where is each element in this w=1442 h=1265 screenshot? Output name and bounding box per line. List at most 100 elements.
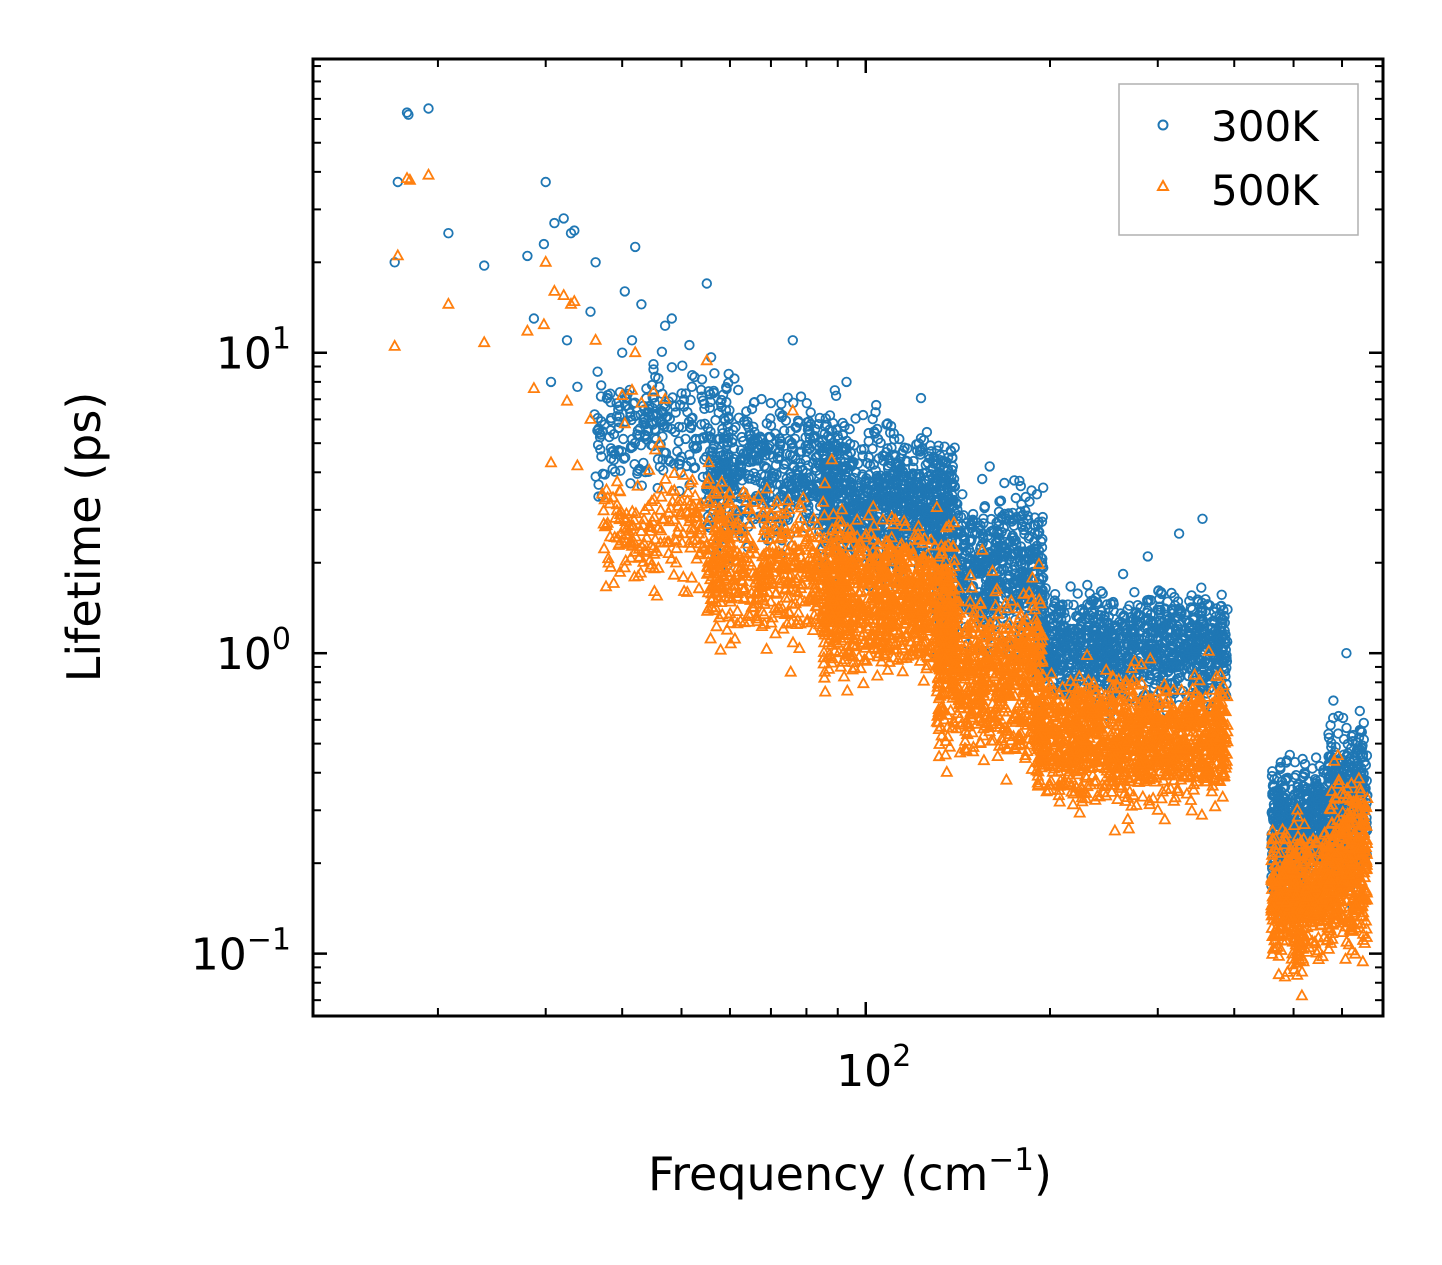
point-300k bbox=[704, 431, 716, 442]
point-300k bbox=[958, 510, 969, 521]
point-300k bbox=[836, 443, 848, 454]
point-300k bbox=[966, 534, 977, 545]
point-300k bbox=[705, 396, 716, 408]
point-300k bbox=[770, 428, 781, 439]
point-300k bbox=[1015, 480, 1027, 492]
point-300k bbox=[800, 432, 811, 443]
point-300k bbox=[1107, 648, 1119, 660]
point-300k bbox=[522, 250, 533, 262]
point-300k bbox=[1173, 528, 1185, 539]
point-300k bbox=[670, 407, 681, 418]
point-300k bbox=[1065, 581, 1076, 592]
point-300k bbox=[979, 501, 991, 512]
point-300k bbox=[995, 495, 1007, 506]
point-300k bbox=[841, 376, 852, 388]
point-300k bbox=[741, 447, 752, 458]
point-300k bbox=[748, 397, 760, 408]
point-300k bbox=[921, 507, 933, 518]
point-300k bbox=[641, 383, 652, 394]
point-300k bbox=[833, 493, 845, 504]
point-300k bbox=[666, 423, 677, 435]
point-300k bbox=[852, 458, 864, 469]
point-300k bbox=[629, 459, 640, 470]
point-300k bbox=[611, 411, 622, 422]
point-300k bbox=[549, 217, 560, 229]
point-300k bbox=[840, 470, 851, 481]
point-300k bbox=[805, 418, 817, 430]
point-300k bbox=[963, 544, 975, 555]
point-300k bbox=[868, 426, 880, 437]
point-300k bbox=[652, 454, 664, 465]
point-300k bbox=[632, 468, 643, 479]
point-300k bbox=[923, 451, 935, 462]
point-300k bbox=[894, 526, 906, 537]
point-300k bbox=[831, 424, 842, 435]
point-300k bbox=[696, 391, 707, 402]
point-300k bbox=[528, 313, 540, 324]
point-300k bbox=[835, 470, 847, 482]
point-300k bbox=[859, 490, 871, 501]
point-300k bbox=[656, 346, 668, 358]
point-300k bbox=[443, 227, 454, 239]
point-300k bbox=[1049, 595, 1061, 606]
point-300k bbox=[626, 335, 638, 346]
point-300k bbox=[392, 176, 404, 188]
point-300k bbox=[595, 444, 606, 455]
point-300k bbox=[1031, 489, 1043, 500]
point-300k bbox=[784, 435, 795, 447]
point-300k bbox=[986, 513, 997, 525]
point-300k bbox=[893, 465, 904, 476]
point-300k bbox=[626, 441, 637, 452]
point-300k bbox=[896, 479, 908, 490]
point-300k bbox=[922, 457, 934, 469]
point-300k bbox=[804, 443, 815, 455]
point-300k bbox=[892, 457, 903, 469]
point-300k bbox=[1016, 549, 1027, 560]
point-500k bbox=[658, 472, 672, 484]
point-300k bbox=[730, 422, 741, 433]
point-300k bbox=[832, 430, 843, 441]
point-300k bbox=[808, 482, 819, 493]
point-300k bbox=[847, 492, 858, 504]
point-300k bbox=[545, 376, 557, 388]
point-300k bbox=[871, 399, 882, 411]
point-300k bbox=[630, 241, 641, 253]
point-300k bbox=[1020, 568, 1032, 579]
point-300k bbox=[658, 465, 669, 476]
point-300k bbox=[1185, 602, 1197, 613]
point-300k bbox=[842, 449, 853, 461]
point-300k bbox=[1014, 569, 1025, 580]
point-300k bbox=[903, 489, 915, 500]
point-300k bbox=[782, 392, 794, 403]
point-300k bbox=[838, 480, 849, 491]
point-300k bbox=[676, 388, 687, 399]
point-300k bbox=[1014, 475, 1025, 487]
point-300k bbox=[1197, 513, 1208, 525]
point-300k bbox=[540, 176, 551, 188]
point-500k bbox=[724, 616, 738, 628]
point-300k bbox=[795, 391, 807, 402]
point-300k bbox=[1166, 603, 1178, 615]
point-300k bbox=[596, 380, 607, 391]
point-300k bbox=[881, 507, 892, 518]
point-500k bbox=[610, 474, 624, 487]
point-300k bbox=[977, 473, 988, 485]
point-300k bbox=[686, 381, 698, 393]
point-500k bbox=[667, 567, 681, 580]
point-300k bbox=[1159, 637, 1171, 648]
point-300k bbox=[944, 496, 955, 508]
point-300k bbox=[650, 408, 662, 420]
point-300k bbox=[993, 520, 1005, 532]
point-300k bbox=[685, 422, 697, 434]
point-300k bbox=[916, 487, 927, 498]
point-300k bbox=[908, 455, 919, 467]
point-300k bbox=[678, 394, 690, 405]
point-300k bbox=[920, 459, 932, 471]
point-300k bbox=[605, 425, 616, 436]
point-300k bbox=[595, 391, 607, 402]
point-300k bbox=[900, 527, 912, 538]
point-300k bbox=[636, 299, 647, 310]
point-300k bbox=[829, 385, 841, 396]
point-300k bbox=[992, 532, 1004, 543]
